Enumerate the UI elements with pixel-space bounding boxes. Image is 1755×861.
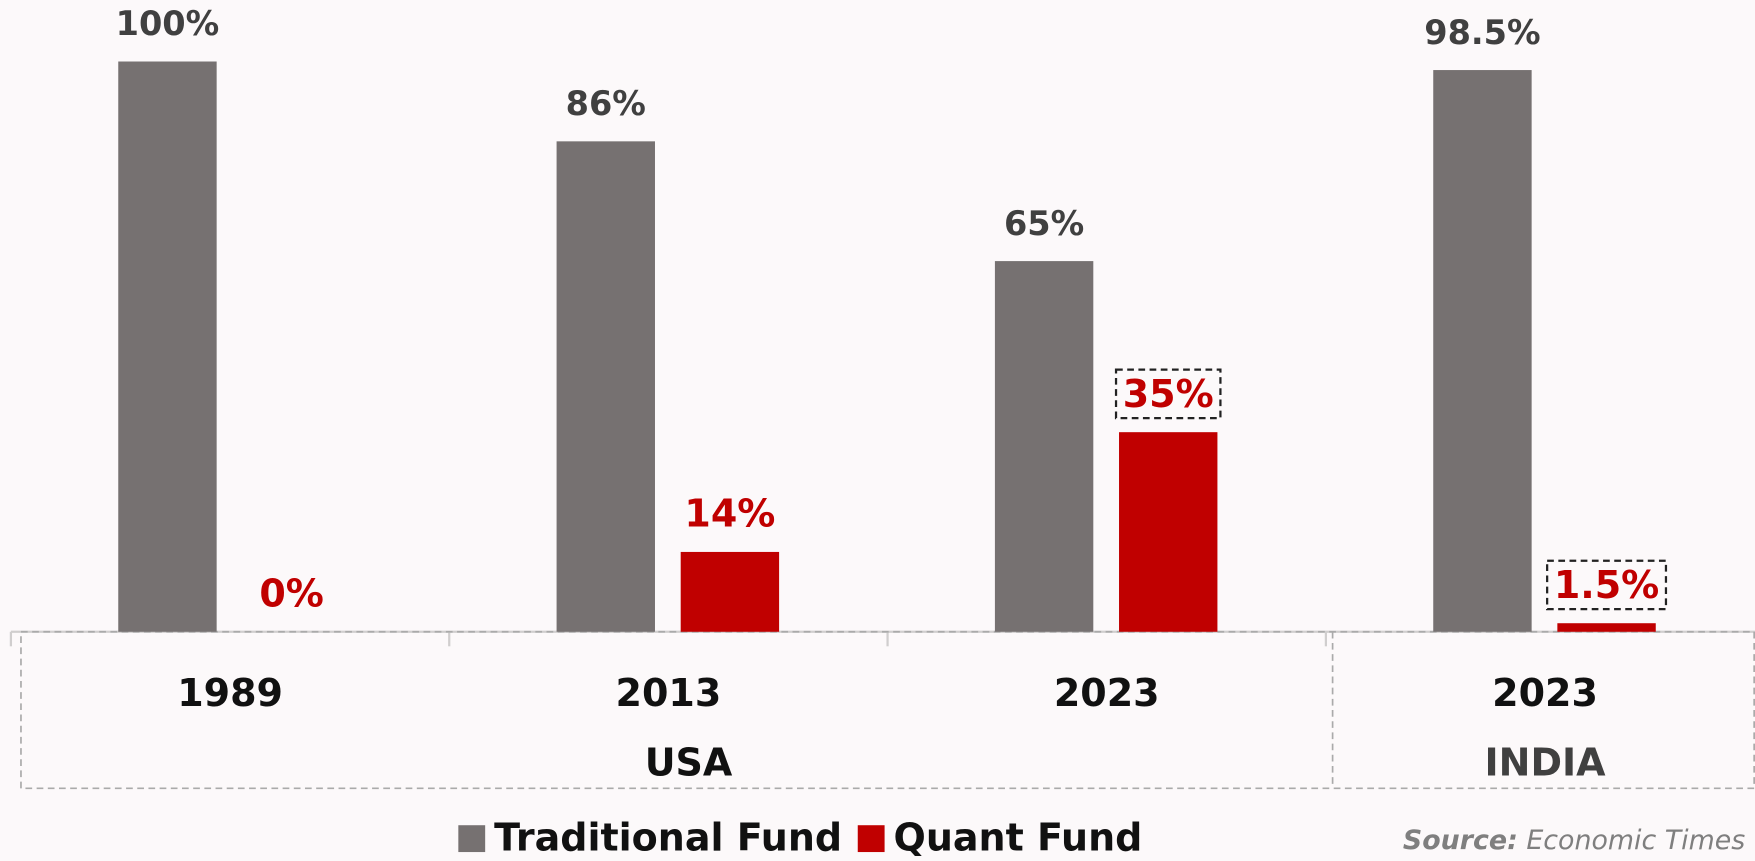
value-label: 65% <box>1004 204 1084 243</box>
bar <box>1433 70 1532 632</box>
legend-label: Traditional Fund <box>494 815 842 859</box>
value-label: 1.5% <box>1554 563 1659 607</box>
x-tick-label: 2013 <box>616 671 722 715</box>
x-tick-label: 2023 <box>1054 671 1160 715</box>
x-tick-label: 1989 <box>177 671 283 715</box>
legend-label: Quant Fund <box>894 815 1143 859</box>
bar <box>680 551 780 632</box>
group-label: INDIA <box>1485 740 1607 784</box>
bar <box>1557 623 1656 632</box>
legend: Traditional Fund Quant Fund <box>458 815 1142 859</box>
bar <box>1119 432 1218 632</box>
group-label: USA <box>645 740 733 784</box>
bar <box>556 141 655 632</box>
bar <box>994 261 1094 632</box>
x-tick-label: 2023 <box>1492 671 1598 715</box>
value-label: 0% <box>259 571 324 615</box>
label-box <box>1114 368 1222 420</box>
source: Source: Economic Times <box>1403 824 1745 855</box>
value-label: 100% <box>116 4 220 43</box>
legend-swatch <box>857 825 885 853</box>
value-label: 35% <box>1123 372 1214 416</box>
source-text: Economic Times <box>1526 824 1745 855</box>
value-label: 98.5% <box>1424 13 1540 52</box>
bar <box>118 61 217 632</box>
value-label: 86% <box>566 84 646 123</box>
value-label: 14% <box>684 492 775 536</box>
label-box <box>1546 559 1668 611</box>
source-label: Source: <box>1403 824 1518 855</box>
legend-swatch <box>458 825 486 853</box>
group-frame <box>20 630 1755 790</box>
